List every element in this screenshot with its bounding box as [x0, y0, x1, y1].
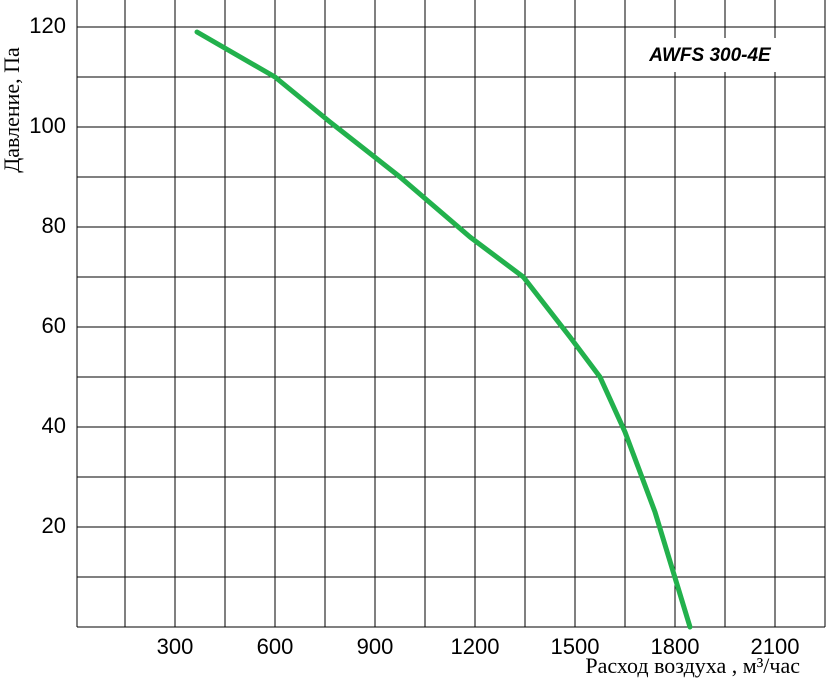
x-tick-label: 2100 — [751, 634, 800, 659]
x-axis-label: Расход воздуха , м³/час — [585, 653, 800, 678]
y-tick-label: 40 — [42, 413, 66, 438]
y-axis-label: Давление, Па — [0, 47, 24, 173]
y-tick-label: 80 — [42, 213, 66, 238]
y-tick-label: 60 — [42, 313, 66, 338]
curve — [194, 29, 693, 630]
x-tick-label: 300 — [157, 634, 194, 659]
title-box — [630, 38, 790, 72]
chart-title: AWFS 300-4E — [648, 45, 772, 66]
x-tick-label: 900 — [357, 634, 394, 659]
y-tick-label: 120 — [29, 13, 66, 38]
y-tick-label: 100 — [29, 113, 66, 138]
x-tick-label: 1500 — [551, 634, 600, 659]
x-tick-label: 1800 — [651, 634, 700, 659]
x-tick-label: 1200 — [451, 634, 500, 659]
x-tick-label: 600 — [257, 634, 294, 659]
y-tick-label: 20 — [42, 513, 66, 538]
